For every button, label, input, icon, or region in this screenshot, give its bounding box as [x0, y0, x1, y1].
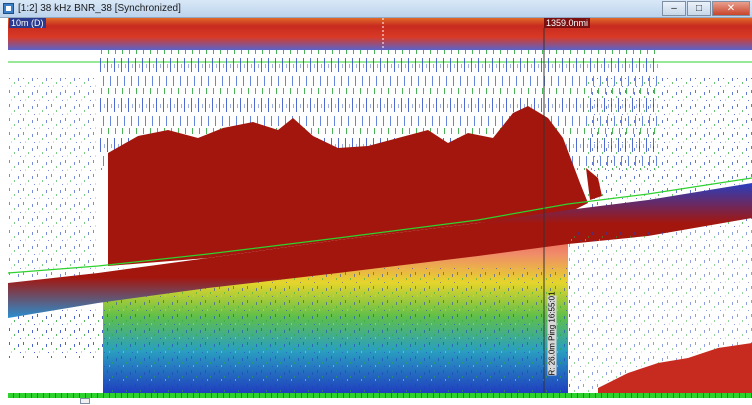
seabed-band: [8, 183, 752, 318]
bottom-detection-line: [8, 177, 752, 274]
distance-label: 1359.0nmi: [544, 18, 591, 28]
right-bottom-echo: [598, 343, 752, 393]
cursor-readout: R: 26.0m Ping 16:55:01: [547, 291, 557, 376]
maximize-button[interactable]: □: [687, 1, 711, 16]
lower-speckle-left: [8, 308, 103, 358]
minimize-button[interactable]: –: [662, 1, 686, 16]
noise-speckle-left: [8, 78, 98, 278]
window-titlebar[interactable]: [1:2] 38 kHz BNR_38 [Synchronized] – □ ✕: [0, 0, 752, 18]
echogram-display[interactable]: [8, 18, 752, 393]
status-tick-box: [80, 398, 90, 404]
surface-band: [8, 18, 752, 50]
fish-school: [108, 106, 588, 266]
range-label: 10m (D): [9, 18, 46, 28]
window-title: [1:2] 38 kHz BNR_38 [Synchronized]: [18, 3, 181, 14]
horizontal-scale-bar[interactable]: [8, 393, 752, 398]
fish-school-tail: [586, 168, 602, 200]
window-controls: – □ ✕: [662, 1, 750, 16]
close-button[interactable]: ✕: [712, 1, 750, 16]
echogram-app-icon[interactable]: [3, 3, 14, 14]
